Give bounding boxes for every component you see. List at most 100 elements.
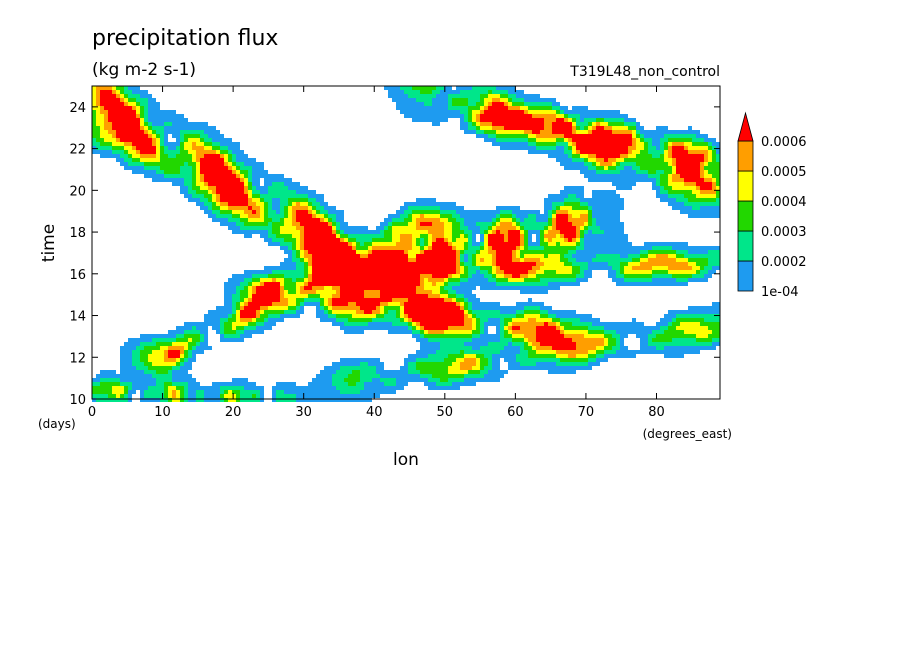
field-cell [304, 202, 308, 206]
field-cell [492, 242, 496, 246]
field-cell [344, 294, 348, 298]
field-cell [324, 214, 328, 218]
field-cell [148, 114, 152, 118]
field-cell [168, 142, 172, 146]
field-cell [364, 294, 368, 298]
field-cell [604, 134, 608, 138]
field-cell [504, 90, 508, 94]
field-cell [264, 202, 268, 206]
field-cell [516, 218, 520, 222]
field-cell [108, 138, 112, 142]
field-cell [368, 238, 372, 242]
field-cell [196, 122, 200, 126]
field-cell [612, 206, 616, 210]
field-cell [404, 218, 408, 222]
field-cell [300, 270, 304, 274]
field-cell [252, 218, 256, 222]
field-cell [632, 262, 636, 266]
field-cell [388, 310, 392, 314]
field-cell [580, 278, 584, 282]
field-cell [568, 154, 572, 158]
field-cell [220, 222, 224, 226]
field-cell [616, 110, 620, 114]
field-cell [568, 158, 572, 162]
field-cell [652, 158, 656, 162]
field-cell [376, 234, 380, 238]
field-cell [564, 230, 568, 234]
field-cell [480, 266, 484, 270]
field-cell [292, 202, 296, 206]
field-cell [252, 290, 256, 294]
field-cell [432, 262, 436, 266]
field-cell [220, 178, 224, 182]
field-cell [436, 242, 440, 246]
field-cell [356, 314, 360, 318]
field-cell [708, 190, 712, 194]
field-cell [400, 98, 404, 102]
field-cell [96, 94, 100, 98]
field-cell [604, 166, 608, 170]
field-cell [640, 146, 644, 150]
field-cell [292, 214, 296, 218]
field-cell [628, 246, 632, 250]
field-cell [220, 194, 224, 198]
field-cell [184, 142, 188, 146]
field-cell [592, 150, 596, 154]
field-cell [316, 262, 320, 266]
field-cell [548, 214, 552, 218]
field-cell [132, 158, 136, 162]
field-cell [256, 306, 260, 310]
field-cell [388, 218, 392, 222]
field-cell [276, 242, 280, 246]
field-cell [204, 206, 208, 210]
field-cell [300, 286, 304, 290]
field-cell [108, 134, 112, 138]
field-cell [248, 158, 252, 162]
field-cell [544, 202, 548, 206]
field-cell [572, 166, 576, 170]
field-cell [572, 198, 576, 202]
field-cell [176, 142, 180, 146]
field-cell [388, 238, 392, 242]
field-cell [128, 114, 132, 118]
field-cell [704, 138, 708, 142]
field-cell [160, 130, 164, 134]
field-cell [156, 118, 160, 122]
field-cell [532, 230, 536, 234]
field-cell [376, 314, 380, 318]
field-cell [316, 234, 320, 238]
field-cell [608, 274, 612, 278]
field-cell [704, 202, 708, 206]
field-cell [468, 114, 472, 118]
field-cell [480, 134, 484, 138]
field-cell [708, 174, 712, 178]
field-cell [312, 298, 316, 302]
field-cell [332, 234, 336, 238]
field-cell [640, 258, 644, 262]
field-cell [460, 210, 464, 214]
field-cell [572, 122, 576, 126]
field-cell [592, 266, 596, 270]
field-cell [708, 178, 712, 182]
field-cell [584, 250, 588, 254]
field-cell [112, 86, 116, 90]
field-cell [96, 118, 100, 122]
field-cell [620, 250, 624, 254]
field-cell [256, 290, 260, 294]
field-cell [476, 90, 480, 94]
field-cell [352, 306, 356, 310]
field-cell [640, 126, 644, 130]
field-cell [404, 230, 408, 234]
field-cell [204, 198, 208, 202]
field-cell [384, 298, 388, 302]
field-cell [580, 146, 584, 150]
field-cell [588, 142, 592, 146]
field-cell [416, 278, 420, 282]
field-cell [640, 150, 644, 154]
field-cell [604, 258, 608, 262]
field-cell [300, 262, 304, 266]
field-cell [536, 250, 540, 254]
field-cell [700, 250, 704, 254]
field-cell [400, 274, 404, 278]
field-cell [156, 122, 160, 126]
